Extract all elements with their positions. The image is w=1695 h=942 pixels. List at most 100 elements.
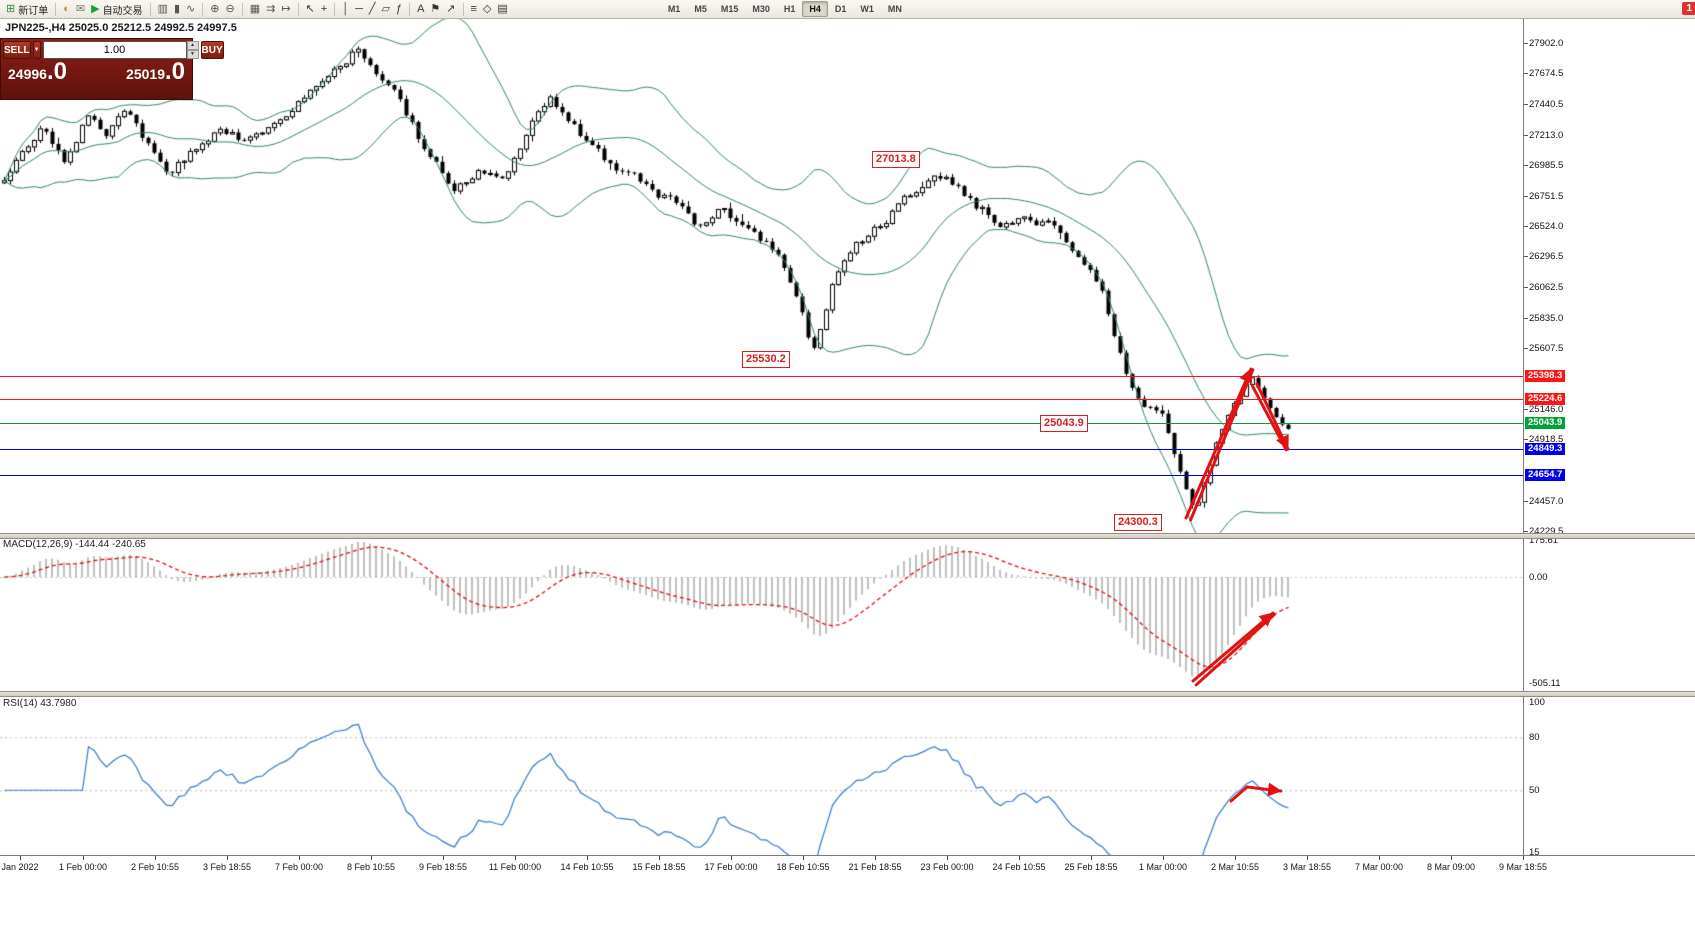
timeframe-M30[interactable]: M30 — [752, 4, 770, 14]
templates-menu-icon[interactable]: ▤ — [494, 1, 510, 17]
equidistant-channel-icon[interactable]: ▱ — [378, 1, 392, 17]
time-axis-label: 1 Feb 00:00 — [58, 862, 108, 872]
time-axis-tick — [299, 856, 300, 860]
horizontal-line[interactable] — [0, 398, 1523, 400]
volume-input[interactable] — [42, 41, 187, 59]
trade-panel-prices: 24996.0 25019.0 — [1, 59, 192, 84]
time-axis-label: 2 Feb 10:55 — [130, 862, 180, 872]
toolbar-separator — [462, 2, 464, 16]
notifications-badge[interactable]: 1 — [1682, 2, 1695, 15]
tile-windows-icon[interactable]: ▦ — [247, 1, 263, 17]
text-tool-icon[interactable]: A — [414, 1, 427, 17]
price-annotation[interactable]: 24300.3 — [1114, 514, 1162, 531]
trade-panel-controls: SELL ▼ ▲ ▼ BUY — [1, 39, 224, 59]
time-axis-tick — [1019, 856, 1020, 860]
buy-button[interactable]: BUY — [200, 41, 224, 59]
auto-trading-glyph: ▶ — [91, 3, 100, 15]
toolbar-separator — [241, 2, 243, 16]
timeframe-bar: M1 M5 M15 M30 H1 H4 D1 W1 MN — [661, 1, 909, 17]
macd-panel-canvas[interactable] — [0, 537, 1523, 691]
toolbar-separator — [297, 2, 299, 16]
price-annotation[interactable]: 25043.9 — [1040, 415, 1088, 432]
buy-price[interactable]: 25019.0 — [126, 60, 185, 84]
auto-trading-button[interactable]: ▶ 自动交易 — [88, 1, 145, 17]
volume-increase-button[interactable]: ▲ — [186, 41, 199, 50]
vertical-line-icon[interactable]: │ — [339, 1, 352, 17]
timeframe-D1[interactable]: D1 — [834, 4, 847, 14]
zoom-out-icon-glyph: ⊖ — [225, 3, 235, 15]
time-axis-label: 7 Mar 00:00 — [1354, 862, 1404, 872]
horizontal-line[interactable] — [0, 422, 1523, 424]
trendline-icon[interactable]: ╱ — [366, 1, 379, 17]
alerts-icon-glyph: ◐ — [63, 3, 70, 15]
time-axis-tick — [1091, 856, 1092, 860]
price-axis-tick — [1524, 226, 1528, 228]
toolbar-separator — [409, 2, 411, 16]
volume-spinner: ▲ ▼ — [186, 41, 199, 59]
timeframe-W1[interactable]: W1 — [860, 4, 874, 14]
time-axis-label: 3 Mar 18:55 — [1282, 862, 1332, 872]
volume-decrease-button[interactable]: ▼ — [186, 50, 199, 59]
horizontal-line[interactable] — [0, 448, 1523, 450]
price-axis-label: 26062.5 — [1529, 282, 1564, 294]
label-tool-icon[interactable]: ⚑ — [427, 1, 443, 17]
crosshair-icon[interactable]: + — [318, 1, 330, 17]
time-axis-label: 23 Feb 00:00 — [920, 862, 974, 872]
macd-axis-label: 0.00 — [1529, 572, 1548, 583]
auto-scroll-icon[interactable]: ⇉ — [263, 1, 278, 17]
timeframe-M15[interactable]: M15 — [720, 4, 739, 14]
cursor-icon[interactable]: ↖ — [303, 1, 318, 17]
macd-indicator-label: MACD(12,26,9) -144.44 -240.65 — [3, 539, 146, 550]
indicators-menu-icon-glyph: ≡ — [470, 3, 477, 15]
timeframe-M5[interactable]: M5 — [694, 4, 707, 14]
time-axis-tick — [659, 856, 660, 860]
rsi-axis-label: 15 — [1529, 846, 1540, 858]
mailbox-icon[interactable]: ✉ — [73, 1, 88, 17]
indicators-menu-icon[interactable]: ≡ — [468, 1, 480, 17]
price-axis-label: 25607.5 — [1529, 342, 1564, 354]
horizontal-line[interactable] — [0, 474, 1523, 476]
chart-shift-icon[interactable]: ↦ — [278, 1, 293, 17]
line-chart-mode-icon[interactable]: ∿ — [183, 1, 198, 17]
time-axis-tick — [1307, 856, 1308, 860]
fibonacci-icon[interactable]: ƒ — [393, 1, 405, 17]
main-chart-canvas[interactable] — [0, 18, 1523, 533]
arrow-tool-icon[interactable]: ↗ — [443, 1, 458, 17]
timeframe-MN[interactable]: MN — [887, 4, 902, 14]
macd-axis-label: 175.61 — [1529, 535, 1559, 547]
zoom-in-icon[interactable]: ⊕ — [207, 1, 222, 17]
price-axis-tick — [1524, 347, 1528, 349]
timeframe-M1[interactable]: M1 — [667, 4, 681, 14]
cursor-icon-glyph: ↖ — [305, 3, 315, 15]
rsi-panel-canvas[interactable] — [0, 695, 1523, 855]
price-axis-label: 26296.5 — [1529, 251, 1564, 263]
rsi-axis-label: 100 — [1529, 697, 1545, 708]
candlestick-mode-icon[interactable]: ▮ — [171, 1, 183, 17]
price-axis-tick — [1524, 439, 1528, 441]
price-axis-label: 24229.5 — [1529, 526, 1564, 537]
price-annotation[interactable]: 25530.2 — [742, 351, 790, 368]
trendline-icon-glyph: ╱ — [368, 3, 376, 15]
bar-chart-mode-icon[interactable]: ▥ — [155, 1, 171, 17]
panel-splitter-macd[interactable] — [0, 533, 1695, 539]
sell-price[interactable]: 24996.0 — [8, 60, 67, 84]
new-order-button[interactable]: ⊞ 新订单 — [3, 1, 51, 17]
panel-splitter-rsi[interactable] — [0, 691, 1695, 697]
toolbar-separator — [149, 2, 151, 16]
chart-shift-icon-glyph: ↦ — [281, 3, 291, 15]
order-type-caret[interactable]: ▼ — [32, 41, 41, 59]
timeframe-H1[interactable]: H1 — [783, 4, 796, 14]
alerts-icon[interactable]: ◐ — [60, 1, 73, 17]
time-axis-tick — [947, 856, 948, 860]
horizontal-line-icon[interactable]: ─ — [352, 1, 366, 17]
timeframe-H4[interactable]: H4 — [802, 1, 828, 17]
timeframes-menu-icon[interactable]: ◇ — [480, 1, 494, 17]
buy-price-main: 25019 — [126, 66, 165, 82]
horizontal-line-icon-glyph: ─ — [355, 3, 363, 15]
vertical-line-icon-glyph: │ — [342, 3, 350, 15]
horizontal-line[interactable] — [0, 375, 1523, 377]
sell-button[interactable]: SELL — [3, 41, 31, 59]
price-annotation[interactable]: 27013.8 — [872, 151, 920, 168]
zoom-out-icon[interactable]: ⊖ — [222, 1, 237, 17]
price-axis-tick — [1524, 531, 1528, 532]
